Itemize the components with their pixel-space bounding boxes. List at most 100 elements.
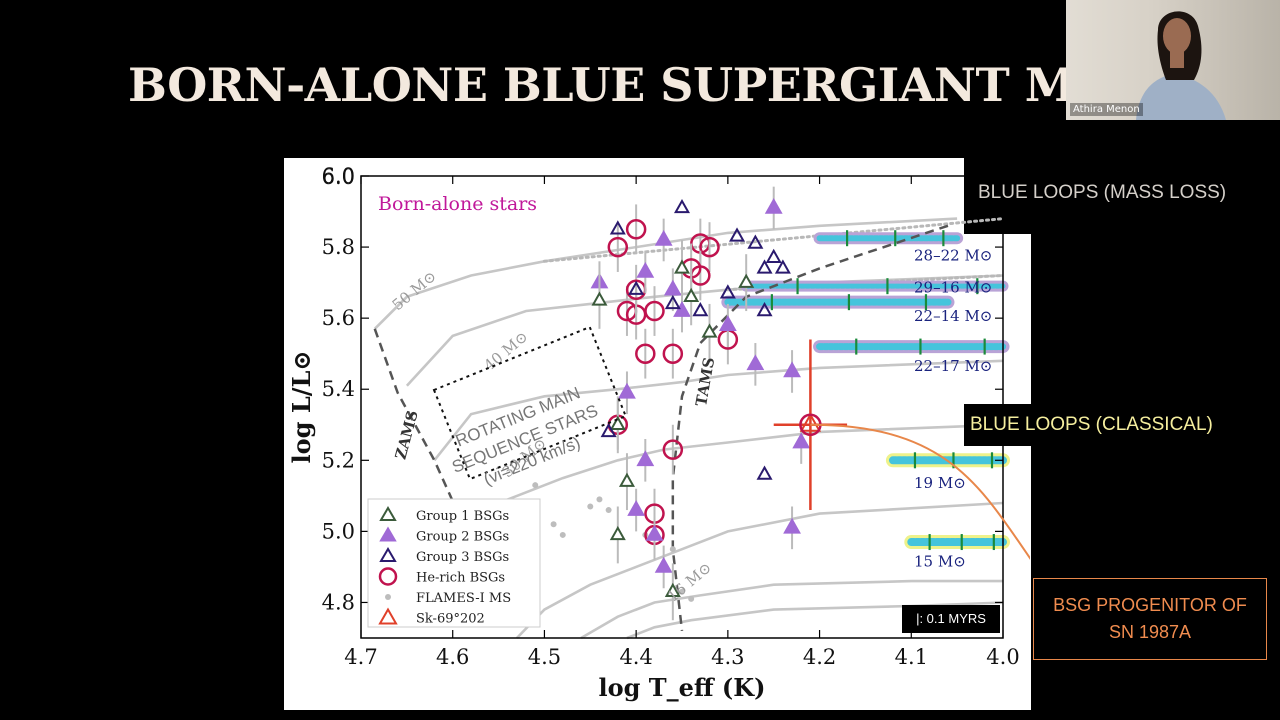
evolutionary-track xyxy=(580,579,1003,640)
x-tick-label: 4.7 xyxy=(344,645,377,669)
x-tick-label: 4.1 xyxy=(895,645,928,669)
flames-ms-point xyxy=(688,595,695,602)
zams-label: ZAMS xyxy=(391,408,421,461)
progenitor-callout: BSG PROGENITOR OF SN 1987A xyxy=(1033,578,1267,660)
group2-point xyxy=(636,450,655,467)
legend-group2-marker xyxy=(379,526,397,542)
group1-point xyxy=(609,525,626,541)
group3-point xyxy=(774,259,791,274)
mass-track-label: 50 M⊙ xyxy=(389,267,440,314)
legend-label: Sk-69°202 xyxy=(416,612,485,627)
speaker-name: Athira Menon xyxy=(1070,103,1143,116)
x-tick-label: 4.4 xyxy=(619,645,652,669)
x-tick-label: 4.3 xyxy=(711,645,744,669)
legend-group3-marker xyxy=(379,547,397,562)
x-tick-label: 4.2 xyxy=(803,645,836,669)
group1-point xyxy=(683,287,700,303)
group1-point xyxy=(701,323,718,338)
hr-diagram: 4.7 4.6 4.5 4.4 4.3 4.2 4.1 4.0 4.8 5.0 5.2 5.4 5.6 5… xyxy=(287,164,1030,702)
herich-point xyxy=(635,343,656,364)
sk69-point xyxy=(799,412,822,432)
evolutionary-track xyxy=(373,217,958,330)
speaker-video-tile[interactable]: Athira Menon xyxy=(1066,0,1280,120)
group2-point xyxy=(783,517,801,534)
rotating-ms-box xyxy=(432,325,628,481)
group3-point xyxy=(609,220,626,235)
legend-label: Group 1 BSGs xyxy=(416,509,509,524)
evolutionary-track xyxy=(515,501,1004,639)
flames-ms-point xyxy=(605,507,612,514)
group3-point xyxy=(756,465,773,480)
group3-point xyxy=(692,302,709,317)
group2-point xyxy=(627,500,646,516)
group1-point xyxy=(738,273,755,288)
tams-label: TAMS xyxy=(692,356,718,408)
loop-mass-label: 29–16 M⊙ xyxy=(914,279,992,297)
herich-point xyxy=(607,236,629,258)
loop-mass-label: 28–22 M⊙ xyxy=(914,247,992,265)
group2-point xyxy=(663,279,682,296)
group3-point xyxy=(756,259,773,274)
y-tick-label: 5.6 xyxy=(322,306,355,330)
plot-title: Born-alone stars xyxy=(378,193,537,215)
y-tick-label: 5.4 xyxy=(322,377,355,401)
herich-point xyxy=(699,236,720,258)
time-scale-label: |: 0.1 MYRS xyxy=(902,605,1000,633)
group2-point xyxy=(764,197,783,214)
y-tick-label: 4.8 xyxy=(322,590,355,614)
group3-point xyxy=(600,422,617,438)
legend-box xyxy=(367,498,541,628)
herich-point xyxy=(662,343,684,364)
x-axis-label: log T_eff (K) xyxy=(598,673,765,702)
group3-point xyxy=(765,248,782,263)
group1-point xyxy=(618,472,635,487)
legend-label: FLAMES-I MS xyxy=(416,591,511,606)
flames-ms-point xyxy=(669,546,676,553)
group2-point xyxy=(746,354,765,371)
x-tick-label: 4.6 xyxy=(436,645,469,669)
flames-ms-point xyxy=(532,482,539,489)
group2-point xyxy=(654,556,673,573)
legend-flames-marker xyxy=(385,594,391,600)
group2-point xyxy=(792,432,811,449)
group2-point xyxy=(654,229,673,246)
tams-line xyxy=(671,224,949,632)
y-tick-label: 6.0 xyxy=(322,165,355,189)
legend-sk69-marker xyxy=(378,607,398,625)
y-tick-label: 6.0 xyxy=(322,164,355,188)
group1-point xyxy=(664,582,681,597)
blue-loops-classical-label: BLUE LOOPS (CLASSICAL) xyxy=(964,404,1244,446)
x-tick-label: 4.5 xyxy=(528,645,561,669)
loop-mass-label: 22–14 M⊙ xyxy=(914,307,992,325)
herich-point xyxy=(644,300,665,322)
legend-label: Group 2 BSGs xyxy=(416,530,509,545)
group3-point xyxy=(747,234,764,249)
flames-ms-point xyxy=(550,521,557,528)
loop-mass-label: 22–17 M⊙ xyxy=(914,357,992,375)
progenitor-line1: BSG PROGENITOR OF xyxy=(1053,595,1247,615)
legend-group1-marker xyxy=(379,506,397,521)
legend: Group 1 BSGs Group 2 BSGs Group 3 BSGs He-r… xyxy=(367,498,541,628)
legend-label: Group 3 BSGs xyxy=(416,550,509,565)
progenitor-callout-line xyxy=(810,423,1030,560)
group1-point xyxy=(591,291,608,306)
loop-mass-label: 19 M⊙ xyxy=(914,474,966,492)
group3-point xyxy=(719,284,736,299)
group2-point xyxy=(636,261,655,278)
group2-point xyxy=(645,524,664,541)
group2-point xyxy=(718,315,737,332)
loop-mass-label: 15 M⊙ xyxy=(914,552,966,570)
group2-point xyxy=(618,382,636,399)
group2-point xyxy=(673,301,691,317)
blue-loops-mass-loss-label: BLUE LOOPS (MASS LOSS) xyxy=(978,182,1227,203)
legend-herich-marker xyxy=(378,567,398,586)
evolutionary-track xyxy=(433,359,1004,462)
group1-point xyxy=(609,415,626,430)
progenitor-line2: SN 1987A xyxy=(1108,622,1192,642)
flames-ms-point xyxy=(559,531,566,538)
y-axis-label: log L/L⊙ xyxy=(287,351,316,464)
speaker-avatar xyxy=(1136,11,1226,120)
track-dotted-extension xyxy=(542,217,1005,263)
group1-point xyxy=(673,259,691,274)
group3-point xyxy=(664,294,681,310)
